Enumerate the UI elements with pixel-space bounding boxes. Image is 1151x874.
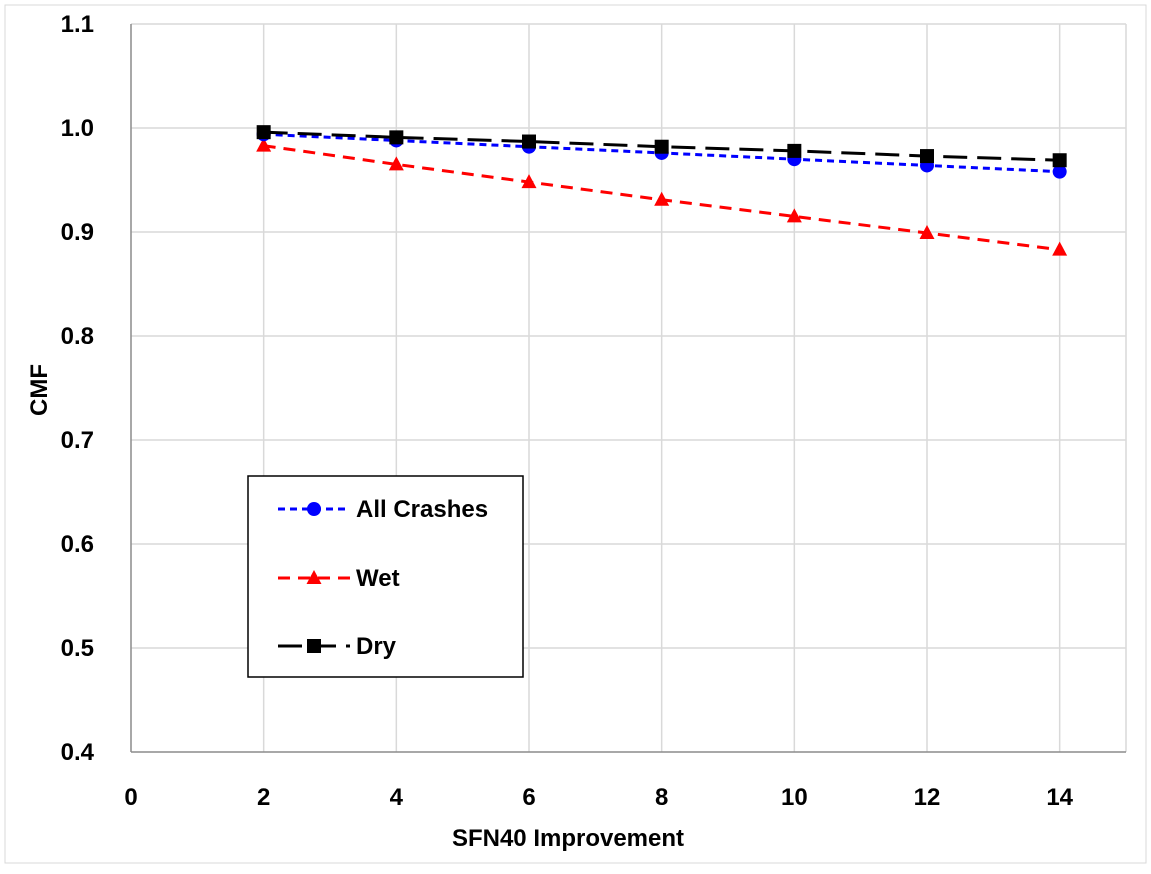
x-tick-label: 14 [1046, 784, 1073, 811]
chart-border [4, 4, 1147, 864]
data-point-dry [787, 143, 802, 158]
series-dry [256, 125, 1067, 168]
y-tick-label: 0.4 [61, 739, 95, 766]
gridlines [131, 23, 1127, 752]
y-tick-label: 0.5 [61, 635, 94, 662]
data-point-dry [920, 149, 934, 164]
legend-label-dry: Dry [356, 633, 397, 660]
data-point-wet [919, 225, 935, 240]
data-point-wet [786, 208, 802, 223]
data-point-all-crashes [1052, 164, 1067, 179]
data-point-dry [1052, 153, 1067, 168]
y-tick-label: 0.9 [61, 219, 94, 246]
series-layer [256, 125, 1068, 256]
data-point-wet [256, 137, 272, 152]
series-wet [256, 137, 1068, 256]
data-point-wet [1052, 241, 1068, 256]
x-tick-label: 0 [124, 784, 137, 811]
x-tick-label: 2 [257, 784, 270, 811]
data-point-dry [256, 125, 271, 140]
legend-marker-all-crashes [307, 502, 321, 516]
legend-label-wet: Wet [356, 565, 400, 592]
x-tick-label: 12 [914, 784, 941, 811]
y-tick-label: 0.7 [61, 427, 94, 454]
data-point-dry [522, 134, 536, 149]
y-tick-label: 0.6 [61, 531, 94, 558]
x-tick-label: 4 [390, 784, 404, 811]
legend-marker-dry [307, 639, 321, 653]
data-point-dry [654, 139, 669, 154]
x-tick-label: 8 [655, 784, 668, 811]
x-tick-label: 10 [781, 784, 808, 811]
axes: 0 2 4 6 8 10 12 14 0.4 0.5 0.6 0.7 0.8 0.9 1.0 1.1 [61, 11, 1126, 811]
data-point-wet [388, 156, 404, 171]
legend-label-all-crashes: All Crashes [356, 496, 488, 523]
data-point-dry [389, 130, 404, 145]
data-point-wet [521, 174, 537, 189]
x-axis-label: SFN40 Improvement [452, 825, 684, 852]
legend-marker-wet [306, 570, 322, 584]
legend: All Crashes Wet Dry [247, 475, 524, 678]
y-axis-label: CMF [26, 364, 53, 416]
data-point-wet [654, 191, 670, 206]
y-tick-label: 0.8 [61, 323, 94, 350]
y-tick-label: 1.0 [61, 115, 94, 142]
y-tick-label: 1.1 [61, 11, 94, 38]
x-tick-label: 6 [522, 784, 535, 811]
